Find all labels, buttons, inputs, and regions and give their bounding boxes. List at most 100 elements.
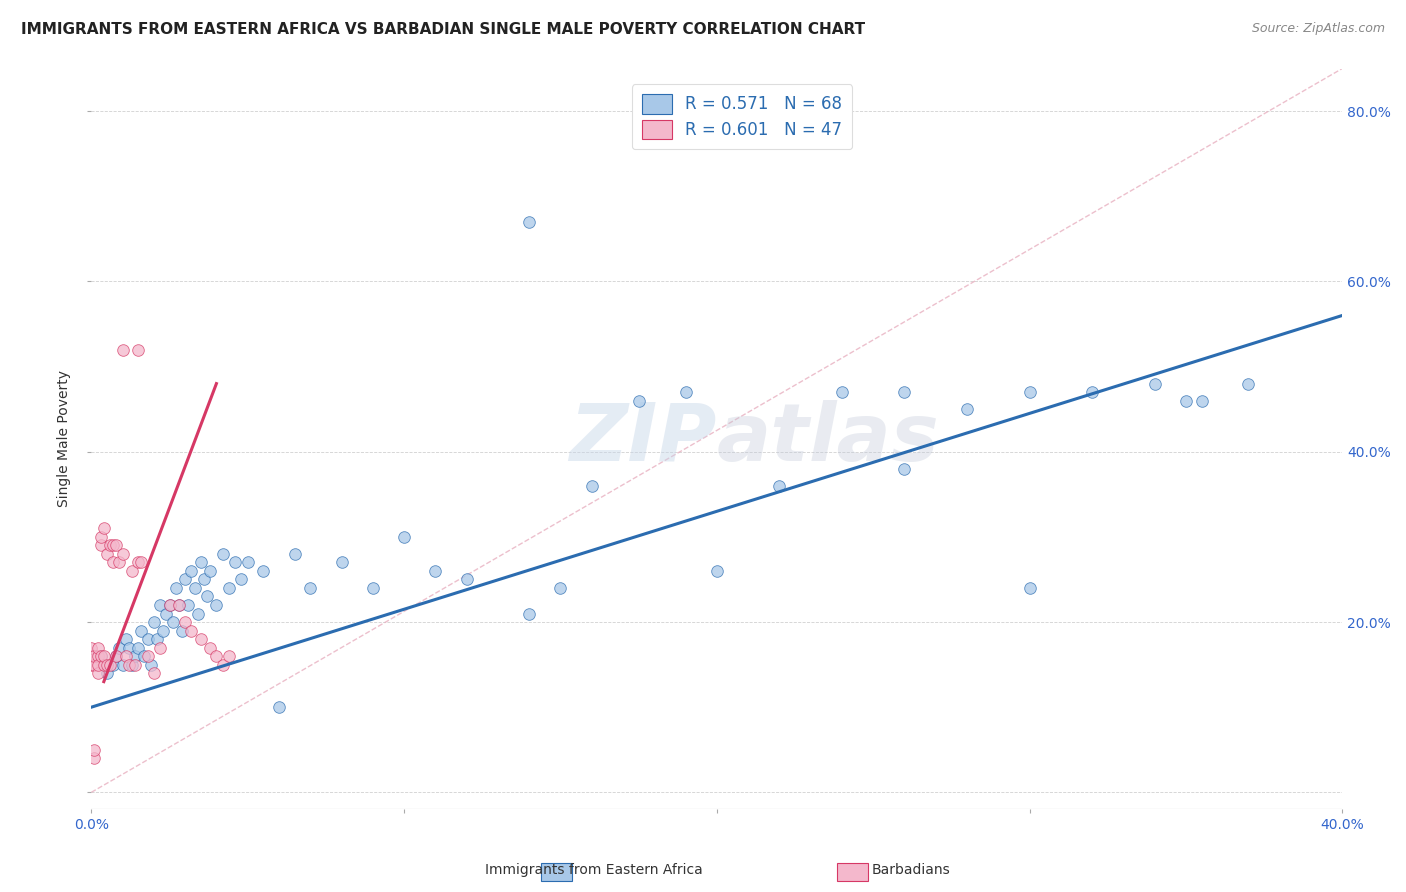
- Point: [103, 538, 125, 552]
- Point: [1018, 581, 1040, 595]
- Point: [90, 538, 112, 552]
- Point: [193, 573, 215, 587]
- Point: [706, 564, 728, 578]
- Point: [550, 581, 572, 595]
- Point: [136, 649, 159, 664]
- Point: [456, 573, 478, 587]
- Legend: R = 0.571   N = 68, R = 0.601   N = 47: R = 0.571 N = 68, R = 0.601 N = 47: [631, 84, 852, 150]
- Point: [111, 657, 134, 672]
- Point: [1191, 393, 1213, 408]
- Point: [218, 581, 240, 595]
- Point: [83, 657, 105, 672]
- Y-axis label: Single Male Poverty: Single Male Poverty: [58, 370, 72, 508]
- Point: [174, 573, 197, 587]
- Point: [627, 393, 650, 408]
- Point: [517, 215, 540, 229]
- Point: [893, 462, 915, 476]
- Point: [83, 743, 105, 757]
- Point: [111, 343, 134, 357]
- Point: [114, 649, 136, 664]
- Point: [205, 649, 228, 664]
- Point: [86, 640, 108, 655]
- Point: [231, 573, 253, 587]
- Point: [299, 581, 322, 595]
- Point: [83, 649, 105, 664]
- Point: [361, 581, 384, 595]
- Point: [190, 632, 212, 646]
- Point: [768, 479, 790, 493]
- Point: [80, 640, 103, 655]
- Point: [90, 649, 112, 664]
- Point: [211, 547, 233, 561]
- Point: [108, 640, 131, 655]
- Point: [149, 640, 172, 655]
- Point: [86, 649, 108, 664]
- Point: [1174, 393, 1197, 408]
- Point: [146, 632, 169, 646]
- Point: [124, 649, 146, 664]
- Point: [127, 343, 149, 357]
- Point: [517, 607, 540, 621]
- Point: [105, 538, 128, 552]
- Point: [118, 657, 141, 672]
- Point: [956, 402, 979, 417]
- Point: [1143, 376, 1166, 391]
- Point: [159, 598, 181, 612]
- Point: [425, 564, 447, 578]
- Point: [142, 666, 165, 681]
- Point: [121, 564, 143, 578]
- Point: [111, 547, 134, 561]
- Text: Immigrants from Eastern Africa: Immigrants from Eastern Africa: [485, 863, 703, 877]
- Point: [83, 751, 105, 765]
- Point: [103, 657, 125, 672]
- Point: [180, 624, 202, 638]
- Point: [80, 657, 103, 672]
- Point: [96, 666, 118, 681]
- Point: [86, 666, 108, 681]
- Point: [159, 598, 181, 612]
- Point: [675, 385, 697, 400]
- Point: [80, 649, 103, 664]
- Point: [142, 615, 165, 629]
- Point: [190, 556, 212, 570]
- Point: [90, 649, 112, 664]
- Point: [96, 657, 118, 672]
- Point: [86, 657, 108, 672]
- Text: atlas: atlas: [717, 400, 939, 478]
- Point: [114, 632, 136, 646]
- Point: [284, 547, 307, 561]
- Point: [831, 385, 853, 400]
- Point: [218, 649, 240, 664]
- Point: [167, 598, 190, 612]
- Text: IMMIGRANTS FROM EASTERN AFRICA VS BARBADIAN SINGLE MALE POVERTY CORRELATION CHAR: IMMIGRANTS FROM EASTERN AFRICA VS BARBAD…: [21, 22, 865, 37]
- Point: [224, 556, 246, 570]
- Text: ZIP: ZIP: [569, 400, 717, 478]
- Point: [98, 538, 121, 552]
- Point: [139, 657, 162, 672]
- Point: [1237, 376, 1260, 391]
- Point: [149, 598, 172, 612]
- Point: [93, 521, 115, 535]
- Point: [103, 556, 125, 570]
- Point: [131, 556, 153, 570]
- Point: [90, 530, 112, 544]
- Point: [127, 556, 149, 570]
- Point: [581, 479, 603, 493]
- Text: Source: ZipAtlas.com: Source: ZipAtlas.com: [1251, 22, 1385, 36]
- Point: [205, 598, 228, 612]
- Point: [211, 657, 233, 672]
- Point: [121, 657, 143, 672]
- Point: [195, 590, 218, 604]
- Point: [1081, 385, 1104, 400]
- Point: [152, 624, 174, 638]
- Point: [127, 640, 149, 655]
- Point: [162, 615, 184, 629]
- Point: [170, 624, 193, 638]
- Point: [198, 564, 221, 578]
- Point: [330, 556, 353, 570]
- Point: [96, 547, 118, 561]
- Point: [187, 607, 209, 621]
- Point: [252, 564, 274, 578]
- Point: [105, 649, 128, 664]
- Point: [1018, 385, 1040, 400]
